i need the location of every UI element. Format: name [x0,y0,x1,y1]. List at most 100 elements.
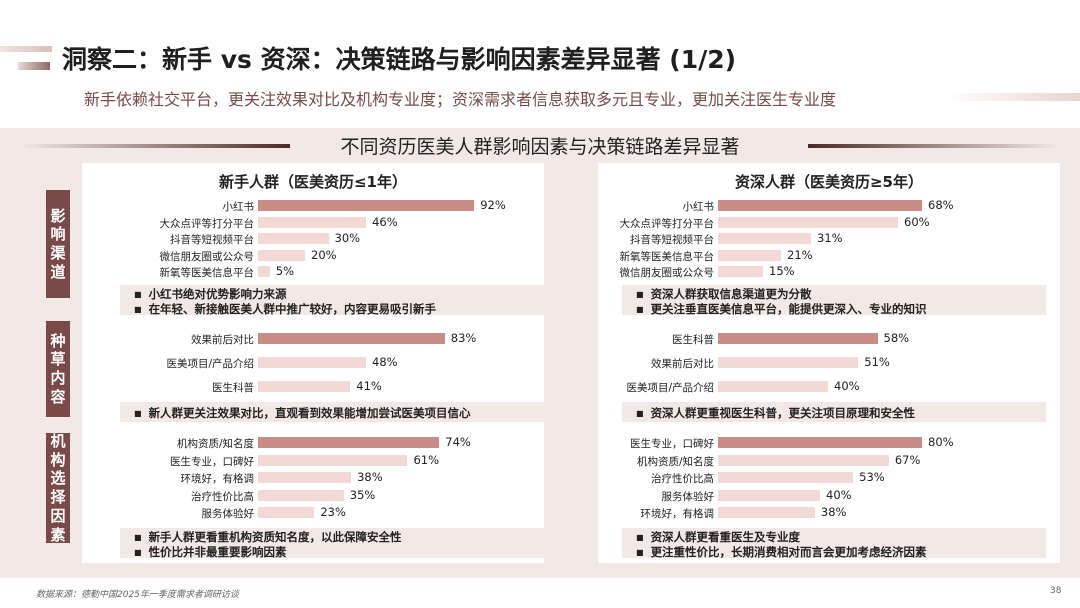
bar-value-label: 58% [883,331,910,345]
bar-category-label: 服务体验好 [201,508,255,520]
bar-category-label: 环境好，有格调 [180,473,255,485]
bar [718,357,859,368]
bar-value-label: 74% [445,435,471,449]
bar [258,454,408,466]
bar-value-label: 15% [769,264,795,278]
bar-category-label: 机构资质/知名度 [176,438,254,450]
bar [258,472,352,483]
bar [258,333,445,344]
bar-value-label: 61% [413,452,439,467]
note-line: 更关注垂直医美信息平台，能提供更深入、专业的知识 [636,301,927,317]
bar-category-label: 大众点评等打分平台 [619,217,715,230]
bar-value-label: 5% [275,264,294,278]
note-line: 性价比并非最重要影响因素 [134,544,287,560]
bar-value-label: 83% [450,331,477,345]
bar-category-label: 医美项目/产品介绍 [166,358,254,370]
note-line: 在年轻、新接触医美人群中推广较好，内容更易吸引新手 [134,301,437,317]
decor-line-left [20,144,290,148]
note-box: 新人群更关注效果对比，直观看到效果能增加尝试医美项目信心 [120,402,544,422]
column-title-veteran: 资深人群（医美资历≥5年） [734,173,923,191]
note-line: 更注重性价比，长期消费相对而言会更加考虑经济因素 [636,544,927,560]
note-line: 资深人群获取信息渠道更为分散 [636,286,812,302]
note-line: 资深人群更看重医生及专业度 [636,529,801,545]
bar-category-label: 微信朋友圈或公众号 [619,267,715,279]
note-box: 资深人群更看重医生及专业度 更注重性价比，长期消费相对而言会更加考虑经济因素 [622,528,1046,560]
bar-category-label: 抖音等短视频平台 [170,234,254,246]
bar-value-label: 21% [787,247,813,262]
side-label-institution: 机构选择因素 [46,432,70,544]
bar [718,200,922,211]
bar [718,333,878,344]
bar [718,507,815,518]
bar [258,437,440,448]
bar-value-label: 40% [834,379,860,393]
bar-value-label: 92% [480,198,506,212]
bar [718,437,922,448]
bar [258,216,367,228]
bar-value-label: 38% [820,505,847,519]
bar-category-label: 效果前后对比 [191,334,254,346]
bar-category-label: 效果前后对比 [651,358,714,370]
note-box: 资深人群更重视医生科普，更关注项目原理和安全性 [622,402,1046,422]
note-line: 新手人群更看重机构资质知名度，以此保障安全性 [134,529,402,545]
bar-category-label: 治疗性价比高 [191,490,254,503]
note-box: 资深人群获取信息渠道更为分散 更关注垂直医美信息平台，能提供更深入、专业的知识 [622,285,1046,317]
bar [718,216,898,228]
bar-category-label: 抖音等短视频平台 [630,234,714,246]
bar [258,357,366,368]
data-source: 数据来源：德勤中国2025年一季度需求者调研访谈 [36,590,239,600]
bar-category-label: 医生专业，口碑好 [630,438,714,450]
note-line: 资深人群更重视医生科普，更关注项目原理和安全性 [636,405,916,421]
section-title: 不同资历医美人群影响因素与决策链路差异显著 [340,136,740,158]
bar-category-label: 小红书 [682,201,715,213]
bar-value-label: 48% [372,355,398,369]
bar-category-label: 环境好，有格调 [640,508,715,520]
bar [718,266,763,277]
bar-category-label: 大众点评等打分平台 [159,217,255,230]
bar-category-label: 新氧等医美信息平台 [159,267,255,279]
bar-category-label: 微信朋友圈或公众号 [159,250,255,263]
bar-value-label: 46% [372,214,398,229]
note-box: 新手人群更看重机构资质知名度，以此保障安全性 性价比并非最重要影响因素 [120,528,544,560]
bar [258,249,305,261]
bar-value-label: 41% [356,379,382,393]
bar-value-label: 38% [357,470,383,484]
bar-value-label: 53% [859,470,885,484]
bar-value-label: 35% [349,487,376,502]
bar-category-label: 医生专业，口碑好 [170,455,254,468]
note-line: 小红书绝对优势影响力来源 [134,286,287,302]
bar-value-label: 23% [320,505,346,519]
bar [258,233,329,244]
bar [258,200,475,211]
bar-category-label: 医生科普 [672,334,714,346]
bar [258,266,270,277]
bar-value-label: 80% [928,435,954,449]
bar-category-label: 机构资质/知名度 [636,455,714,468]
bar [258,489,344,501]
decor-line-right [808,144,1060,148]
bar-category-label: 医美项目/产品介绍 [626,382,714,394]
bar-category-label: 新氧等医美信息平台 [619,250,715,263]
decor-stripe [0,46,52,52]
bar-category-label: 服务体验好 [661,490,715,503]
side-label-channels: 影响渠道 [46,190,70,298]
bar-category-label: 医生科普 [212,382,254,394]
bar-category-label: 小红书 [222,201,255,213]
bar-value-label: 40% [826,487,852,502]
bar [718,233,811,244]
note-line: 新人群更关注效果对比，直观看到效果能增加尝试医美项目信心 [134,405,471,421]
bar-value-label: 20% [311,247,337,262]
bar-value-label: 68% [928,198,954,212]
page-subtitle: 新手依赖社交平台，更关注效果对比及机构专业度；资深需求者信息获取多元且专业，更加… [84,90,837,109]
decor-stripe [946,93,1080,101]
bar [258,507,315,518]
side-label-content: 种草内容 [46,321,70,417]
bar [718,381,828,392]
bar [718,454,889,466]
bar [718,249,781,261]
decor-stripe [18,62,50,70]
bar [718,489,820,501]
bar-value-label: 67% [894,452,921,467]
note-box: 小红书绝对优势影响力来源 在年轻、新接触医美人群中推广较好，内容更易吸引新手 [120,285,544,317]
bar [718,472,854,483]
